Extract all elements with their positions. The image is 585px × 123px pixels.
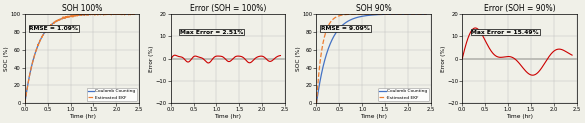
- Title: SOH 90%: SOH 90%: [356, 4, 391, 13]
- Coulomb Counting: [341, 23, 348, 24]
- Coulomb Counting: [21, 103, 28, 104]
- Y-axis label: SOC (%): SOC (%): [4, 46, 9, 71]
- Estimated EKF: [41, 31, 48, 33]
- Estimated EKF: [386, 13, 393, 15]
- Estimated EKF: [88, 13, 95, 15]
- Y-axis label: Error (%): Error (%): [149, 45, 154, 72]
- Coulomb Counting: [50, 23, 57, 24]
- Title: Error (SOH = 90%): Error (SOH = 90%): [484, 4, 555, 13]
- Coulomb Counting: [423, 13, 430, 15]
- Text: Max Error = 15.49%: Max Error = 15.49%: [472, 30, 539, 35]
- Legend: Coulomb Counting, Estimated EKF: Coulomb Counting, Estimated EKF: [378, 88, 429, 101]
- Coulomb Counting: [71, 15, 78, 16]
- Coulomb Counting: [363, 15, 370, 16]
- Y-axis label: Error (%): Error (%): [441, 45, 446, 72]
- Coulomb Counting: [332, 32, 339, 34]
- Estimated EKF: [71, 15, 78, 17]
- Line: Estimated EKF: Estimated EKF: [316, 14, 426, 103]
- Text: Max Error = 2.51%: Max Error = 2.51%: [180, 30, 243, 35]
- Estimated EKF: [313, 103, 320, 104]
- Line: Estimated EKF: Estimated EKF: [25, 14, 135, 103]
- Line: Coulomb Counting: Coulomb Counting: [316, 14, 426, 103]
- Coulomb Counting: [378, 14, 385, 15]
- Coulomb Counting: [104, 13, 111, 15]
- Line: Coulomb Counting: Coulomb Counting: [25, 14, 135, 103]
- X-axis label: Time (hr): Time (hr): [214, 114, 242, 119]
- Estimated EKF: [363, 13, 370, 15]
- Estimated EKF: [86, 14, 93, 15]
- Coulomb Counting: [395, 13, 402, 15]
- X-axis label: Time (hr): Time (hr): [68, 114, 95, 119]
- Estimated EKF: [423, 13, 430, 15]
- Estimated EKF: [50, 23, 57, 24]
- X-axis label: Time (hr): Time (hr): [506, 114, 533, 119]
- Coulomb Counting: [95, 13, 102, 15]
- Title: SOH 100%: SOH 100%: [62, 4, 102, 13]
- Estimated EKF: [378, 13, 385, 15]
- Coulomb Counting: [86, 14, 93, 15]
- Y-axis label: SOC (%): SOC (%): [296, 46, 301, 71]
- Title: Error (SOH = 100%): Error (SOH = 100%): [190, 4, 266, 13]
- Estimated EKF: [21, 102, 28, 104]
- Coulomb Counting: [41, 32, 48, 34]
- Estimated EKF: [95, 14, 102, 15]
- Estimated EKF: [332, 16, 339, 18]
- Estimated EKF: [104, 14, 111, 15]
- Text: RMSE = 9.09%: RMSE = 9.09%: [321, 26, 370, 31]
- Estimated EKF: [131, 13, 138, 15]
- Coulomb Counting: [131, 13, 138, 15]
- Estimated EKF: [341, 14, 348, 15]
- Coulomb Counting: [313, 103, 320, 104]
- Legend: Coulomb Counting, Estimated EKF: Coulomb Counting, Estimated EKF: [87, 88, 137, 101]
- X-axis label: Time (hr): Time (hr): [360, 114, 387, 119]
- Text: RMSE = 1.09%: RMSE = 1.09%: [29, 26, 78, 31]
- Coulomb Counting: [386, 13, 393, 15]
- Estimated EKF: [395, 13, 402, 15]
